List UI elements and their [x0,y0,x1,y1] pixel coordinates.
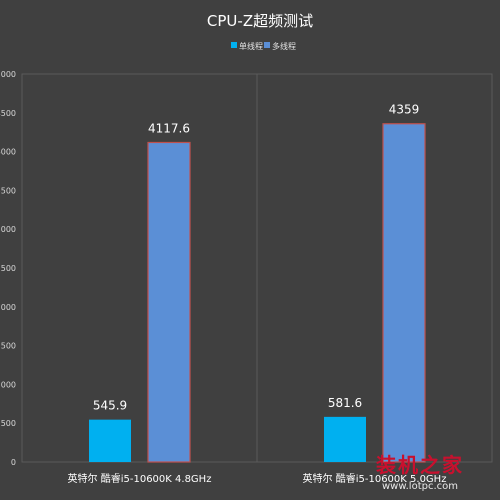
bar-single-thread [324,416,366,462]
y-tick-label: 2000 [0,303,16,312]
watermark-brand: 装机之家 [375,453,464,477]
y-tick-label: 2500 [0,264,16,273]
legend-label-single-thread: 单线程 [239,41,263,51]
legend-swatch-multi-thread [264,42,270,48]
plot-area: 0 500 1000 1500 2000 2500 3000 3500 4000 4500 5000… [0,70,493,485]
y-tick-label: 500 [1,419,16,428]
data-label: 4359 [389,103,420,117]
data-label: 545.9 [93,399,127,413]
legend-swatch-single-thread [231,42,237,48]
data-label: 4117.6 [148,121,190,135]
legend-label-multi-thread: 多线程 [272,41,296,51]
x-category-label: 英特尔 酷睿i5-10600K 4.8GHz [68,472,212,485]
bar-multi-thread [382,123,426,463]
chart-title: CPU-Z超频测试 [207,12,313,30]
y-tick-label: 4500 [0,109,16,118]
y-tick-label: 0 [11,458,16,467]
bar-multi-thread [147,141,191,463]
y-tick-label: 1000 [0,380,16,389]
legend: 单线程 多线程 [231,41,296,51]
watermark: 装机之家 www.lotpc.com [375,453,464,492]
y-tick-label: 1500 [0,342,16,351]
y-tick-label: 3000 [0,225,16,234]
bar-single-thread [89,419,131,462]
x-category-label: 英特尔 酷睿i5-10600K 5.0GHz [303,472,447,485]
watermark-site: www.lotpc.com [382,481,458,492]
y-tick-label: 4000 [0,148,16,157]
y-tick-label: 3500 [0,186,16,195]
data-label: 581.6 [328,396,362,410]
